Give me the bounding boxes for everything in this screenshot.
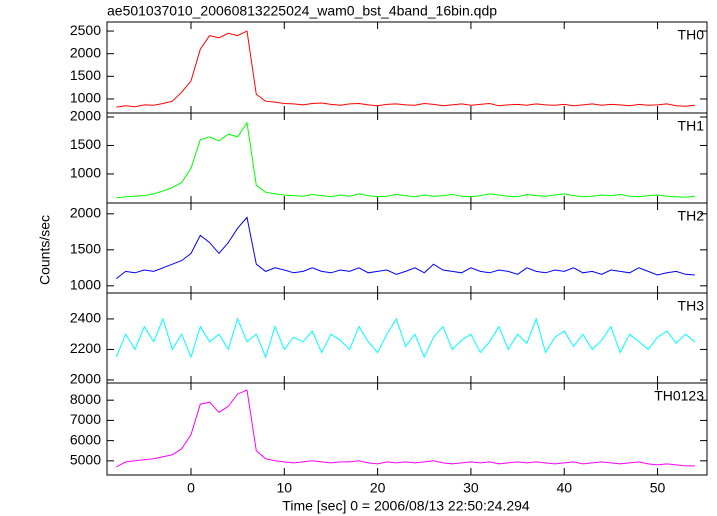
y-tick-label: 6000 [70, 431, 101, 447]
y-tick-label: 2000 [70, 44, 101, 60]
panel-label: TH3 [678, 298, 705, 314]
x-tick-label: 20 [370, 480, 386, 496]
y-tick-label: 2200 [70, 340, 101, 356]
x-tick-label: 0 [187, 480, 195, 496]
light-curve [116, 389, 695, 468]
plot-area [116, 30, 695, 108]
y-tick-label: 1000 [70, 277, 101, 293]
plot-area [115, 317, 696, 359]
light-curve [115, 317, 696, 359]
x-tick-label: 40 [556, 480, 572, 496]
panel-label: TH2 [678, 208, 705, 224]
x-axis-label: Time [sec] 0 = 2006/08/13 22:50:24.294 [282, 498, 530, 514]
y-tick-label: 1500 [70, 67, 101, 83]
plot-area [116, 121, 695, 199]
plot-area [115, 216, 695, 279]
panel-label: TH0123 [654, 388, 704, 404]
panel-label: TH1 [678, 118, 705, 134]
y-tick-label: 1000 [70, 90, 101, 106]
y-axis-label: Counts/sec [37, 215, 53, 285]
y-tick-label: 1000 [70, 165, 101, 181]
panel-frame [106, 382, 708, 476]
y-tick-label: 1500 [70, 241, 101, 257]
y-tick-label: 2000 [70, 108, 101, 124]
x-tick-label: 10 [277, 480, 293, 496]
y-tick-label: 2000 [70, 371, 101, 387]
y-tick-label: 2500 [70, 22, 101, 38]
y-tick-label: 1500 [70, 136, 101, 152]
y-tick-label: 5000 [70, 452, 101, 468]
y-tick-label: 7000 [70, 411, 101, 427]
y-tick-label: 8000 [70, 391, 101, 407]
light-curve [115, 216, 695, 279]
x-tick-label: 50 [650, 480, 666, 496]
plot-area [116, 389, 695, 468]
light-curve [116, 121, 695, 199]
y-tick-label: 2400 [70, 310, 101, 326]
panel-label: TH0 [678, 27, 705, 43]
light-curve [116, 30, 695, 108]
x-tick-label: 30 [463, 480, 479, 496]
chart-title: ae501037010_20060813225024_wam0_bst_4ban… [107, 3, 497, 19]
y-tick-label: 2000 [70, 205, 101, 221]
